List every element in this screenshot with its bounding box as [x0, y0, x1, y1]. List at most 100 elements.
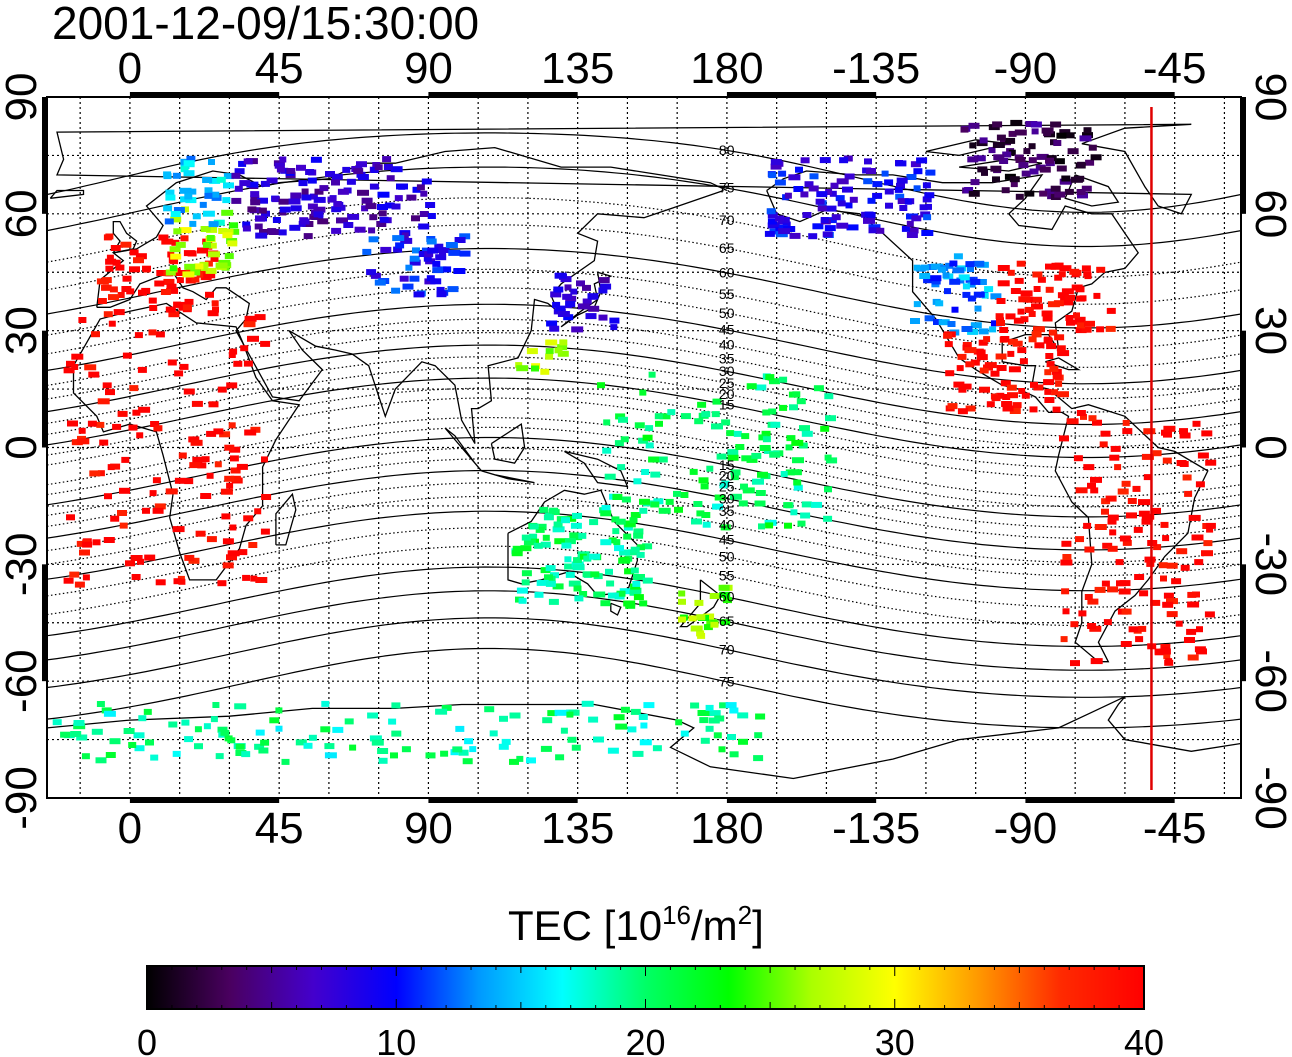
tec-point [700, 483, 709, 490]
coastline [275, 492, 297, 546]
tec-point [430, 278, 442, 285]
tec-point [1163, 592, 1174, 599]
tec-point [390, 166, 403, 173]
tec-point [947, 321, 956, 327]
tec-point [951, 306, 959, 313]
tec-point [727, 454, 739, 461]
tec-point [597, 382, 605, 389]
tec-point [788, 174, 801, 181]
tec-point [612, 528, 620, 535]
tec-point [102, 284, 112, 291]
tec-point [161, 238, 174, 245]
tec-point [105, 265, 114, 272]
tec-point [227, 550, 240, 557]
coastline [47, 696, 1241, 780]
tec-point [1029, 168, 1039, 175]
tec-point [1203, 540, 1213, 547]
tec-point [1081, 326, 1092, 333]
tec-point [71, 353, 84, 360]
contour--35 [47, 482, 1241, 564]
tec-point [709, 593, 720, 599]
tec-point [173, 578, 182, 585]
top-lon-label: 0 [118, 44, 142, 93]
tec-point [1192, 420, 1201, 427]
tec-point [789, 404, 798, 411]
tec-point [983, 336, 991, 343]
tec-point [441, 704, 452, 711]
tec-point [573, 585, 582, 592]
tec-point [110, 245, 121, 251]
tec-point [201, 456, 210, 463]
colorbar: 0 10 20 30 40 [137, 965, 1164, 1057]
tec-point [554, 272, 567, 279]
tec-point [121, 286, 132, 292]
tec-point [553, 521, 563, 528]
tec-point [565, 301, 576, 308]
tec-point [255, 215, 265, 222]
tec-point [401, 232, 409, 239]
tec-point [1133, 526, 1143, 533]
tec-point [1099, 441, 1108, 448]
tec-point [740, 483, 748, 490]
tec-point [1024, 190, 1035, 197]
tec-point [1045, 286, 1054, 293]
tec-point [77, 438, 90, 445]
tec-point [149, 305, 158, 311]
tec-point [916, 157, 928, 164]
tec-point [437, 266, 447, 273]
tec-point [555, 754, 565, 761]
tec-point [588, 293, 598, 300]
tec-point [978, 339, 988, 346]
tec-point [459, 233, 471, 240]
tec-point [204, 192, 213, 199]
coastline [490, 422, 526, 464]
tec-point [608, 537, 617, 544]
tec-point [202, 241, 211, 248]
tec-point [921, 230, 934, 236]
tec-point [561, 542, 572, 549]
bottom-lon-label: 90 [404, 804, 453, 853]
tec-point [138, 289, 147, 296]
tec-point [274, 162, 285, 169]
tec-point [1071, 284, 1083, 291]
tec-point [163, 205, 173, 212]
tec-point [1176, 460, 1187, 466]
tec-point [801, 501, 812, 508]
tec-point [1195, 481, 1205, 488]
tec-point [307, 177, 317, 184]
tec-point [1076, 410, 1086, 416]
tec-point [205, 291, 214, 298]
tec-point [627, 726, 637, 733]
tec-point [1056, 165, 1067, 172]
tec-point [129, 266, 140, 273]
coastline [1045, 357, 1081, 371]
tec-point [958, 386, 967, 393]
tec-point [604, 473, 616, 480]
tec-point [642, 434, 653, 441]
tec-point [999, 158, 1009, 164]
tec-point [223, 182, 234, 189]
tec-point [99, 439, 109, 446]
tec-point [769, 378, 780, 385]
tec-point [321, 700, 330, 707]
tec-point [255, 577, 268, 583]
contour-label: 50 [719, 548, 735, 564]
tec-point [1069, 268, 1080, 275]
tec-point [784, 522, 792, 529]
tec-point [1043, 130, 1052, 137]
tec-point [380, 246, 392, 253]
tec-point [295, 739, 307, 746]
tec-point [1051, 262, 1060, 269]
tec-point [658, 507, 671, 514]
tec-point [226, 554, 237, 561]
tec-point [1163, 653, 1171, 660]
tec-point [770, 163, 782, 170]
tec-point [1162, 535, 1170, 542]
tec-point [921, 264, 929, 271]
tec-point [567, 515, 577, 522]
tec-point [331, 227, 342, 234]
tec-point [176, 277, 184, 284]
tec-point [137, 366, 147, 373]
tec-point [1128, 626, 1141, 633]
tec-point [778, 170, 787, 177]
